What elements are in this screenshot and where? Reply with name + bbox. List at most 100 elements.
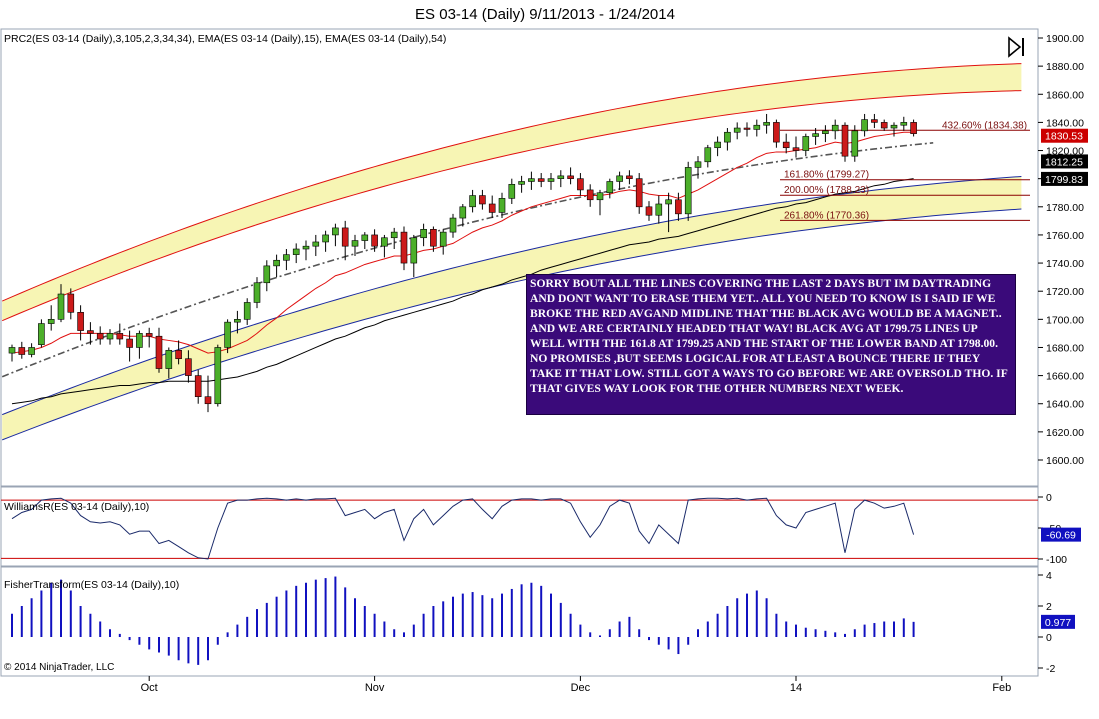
ema54-line <box>11 178 914 405</box>
candle <box>302 245 310 250</box>
candle <box>694 161 702 168</box>
price-tick-label: 1600.00 <box>1046 455 1084 467</box>
candle <box>812 133 819 137</box>
x-tick-label: Nov <box>365 682 385 694</box>
candle <box>77 311 84 331</box>
candle <box>28 347 35 355</box>
price-axis: 1900.001880.001860.001840.001820.001800.… <box>1038 33 1084 467</box>
candle <box>175 349 182 360</box>
candle <box>47 319 55 324</box>
williams-value-tag: -60.69 <box>1046 530 1076 542</box>
candle <box>381 237 388 247</box>
candle <box>312 241 320 247</box>
williams-r-line <box>11 497 915 560</box>
candle <box>675 199 682 215</box>
annotation-note: SORRY BOUT ALL THE LINES COVERING THE LA… <box>526 274 1016 415</box>
fib-label: 432.60% (1834.38) <box>942 120 1027 131</box>
candle <box>567 175 574 179</box>
fisher-tick-label: 4 <box>1046 570 1052 582</box>
lower-band-outer-line <box>2 208 1022 441</box>
x-axis: Oct Nov Dec 14 Feb <box>141 676 1011 694</box>
scroll-to-end-icon[interactable] <box>1006 36 1030 58</box>
candle <box>136 333 143 348</box>
candle <box>8 347 16 354</box>
williams-r-indicator: 0-50-100-60.69 <box>1 492 1081 566</box>
price-tick-label: 1860.00 <box>1046 89 1084 101</box>
candle <box>341 227 349 247</box>
candle <box>361 234 369 241</box>
price-tick-label: 1660.00 <box>1046 371 1084 383</box>
candle <box>371 234 378 247</box>
candle <box>724 131 731 143</box>
candle <box>145 333 153 337</box>
candle <box>479 195 486 205</box>
fisher-tick-label: -2 <box>1046 663 1055 675</box>
chart-title: ES 03-14 (Daily) 9/11/2013 - 1/24/2014 <box>415 6 675 23</box>
candle <box>185 358 192 376</box>
fib-label: 200.00% (1788.23) <box>784 185 869 196</box>
candle <box>645 206 653 216</box>
x-tick-label: 14 <box>790 682 802 694</box>
candle <box>655 203 663 216</box>
candle <box>792 147 800 151</box>
candle <box>400 231 408 264</box>
candle <box>802 136 810 151</box>
price-tick-label: 1880.00 <box>1046 61 1084 73</box>
x-tick-label: Feb <box>992 682 1011 694</box>
candle <box>469 195 476 208</box>
candle <box>116 333 124 340</box>
candle <box>626 175 633 179</box>
fib-label: 161.80% (1799.27) <box>784 170 869 181</box>
price-tick-label: 1780.00 <box>1046 202 1084 214</box>
price-panel-label: PRC2(ES 03-14 (Daily),3,105,2,3,34,34), … <box>4 33 446 45</box>
candle <box>684 167 692 215</box>
candle <box>861 119 868 132</box>
candle <box>851 130 859 157</box>
price-tick-label: 1720.00 <box>1046 286 1084 298</box>
candle <box>753 124 761 130</box>
fib-label: 261.80% (1770.36) <box>784 210 869 221</box>
candle <box>733 127 741 133</box>
candle <box>547 178 555 182</box>
fisher-panel-label: FisherTransform(ES 03-14 (Daily),10) <box>4 579 179 591</box>
price-tag-box <box>1041 128 1088 143</box>
candle <box>292 248 300 255</box>
candle <box>67 293 75 313</box>
candle <box>390 231 398 239</box>
fisher-transform-indicator: 4 2 0 -2 0.977 <box>11 570 1075 675</box>
fisher-value-tag: 0.977 <box>1045 617 1071 629</box>
price-tick-label: 1740.00 <box>1046 258 1084 270</box>
candle <box>214 347 222 405</box>
price-tick-label: 1840.00 <box>1046 117 1084 129</box>
williams-tick-label: 0 <box>1046 492 1052 504</box>
candle <box>165 349 173 369</box>
candle <box>488 203 496 213</box>
candle <box>518 181 525 185</box>
candle <box>763 122 770 126</box>
candle <box>557 175 565 179</box>
candle <box>665 199 672 205</box>
candle <box>332 227 339 236</box>
candle <box>57 293 65 320</box>
candle <box>586 189 594 201</box>
candle <box>234 319 241 323</box>
candle <box>498 198 506 213</box>
candle <box>87 330 94 334</box>
candle <box>606 181 614 194</box>
lower-band-fill <box>2 176 1022 440</box>
candle <box>204 396 212 405</box>
candle <box>106 333 114 340</box>
candle <box>910 122 917 134</box>
williams-panel-label: WilliamsR(ES 03-14 (Daily),10) <box>4 501 149 513</box>
upper-band-fill <box>2 63 1022 321</box>
candle <box>880 122 888 129</box>
midline <box>1 142 934 378</box>
price-tick-label: 1760.00 <box>1046 230 1084 242</box>
candle <box>890 124 898 129</box>
candle <box>273 259 280 267</box>
candle <box>420 229 427 239</box>
x-tick-label: Oct <box>141 682 158 694</box>
candle <box>871 119 878 123</box>
candle <box>38 323 45 345</box>
candle <box>841 124 849 157</box>
